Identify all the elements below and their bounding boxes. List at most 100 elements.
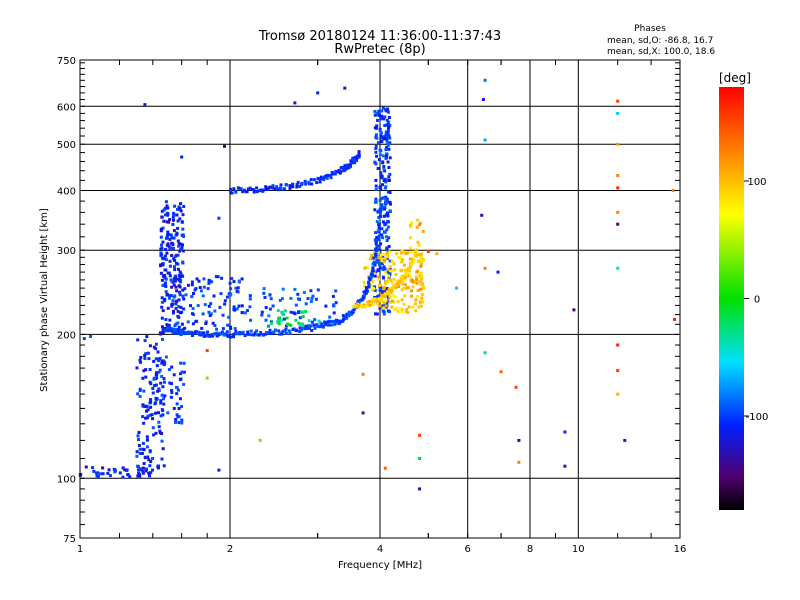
data-point bbox=[162, 362, 166, 366]
data-point bbox=[374, 239, 378, 243]
data-point bbox=[372, 286, 375, 290]
data-point bbox=[170, 389, 174, 392]
data-point bbox=[380, 233, 384, 237]
data-point bbox=[408, 257, 412, 261]
data-point bbox=[268, 185, 272, 189]
data-point bbox=[381, 236, 385, 240]
data-point bbox=[191, 322, 195, 326]
data-point bbox=[419, 262, 423, 266]
data-point bbox=[374, 312, 377, 316]
data-point bbox=[374, 144, 378, 148]
data-point bbox=[385, 302, 389, 306]
data-point bbox=[348, 163, 352, 167]
data-point bbox=[148, 413, 152, 417]
data-point bbox=[308, 326, 311, 330]
data-point bbox=[322, 178, 326, 182]
data-point bbox=[165, 204, 169, 208]
data-point bbox=[174, 329, 178, 333]
data-point bbox=[144, 416, 147, 420]
data-point bbox=[160, 375, 164, 378]
data-point bbox=[300, 322, 304, 326]
data-point bbox=[229, 287, 233, 291]
data-point bbox=[228, 293, 232, 297]
data-point bbox=[344, 167, 348, 171]
data-point bbox=[379, 187, 383, 191]
data-point bbox=[194, 320, 198, 324]
data-point bbox=[175, 261, 178, 265]
data-point bbox=[227, 315, 231, 319]
data-point bbox=[197, 330, 201, 334]
data-point bbox=[207, 304, 211, 308]
data-point bbox=[268, 307, 272, 311]
data-point bbox=[386, 110, 390, 114]
x-tick-label: 2 bbox=[227, 544, 233, 555]
data-point bbox=[160, 262, 164, 266]
data-point bbox=[264, 185, 268, 189]
data-point bbox=[228, 281, 232, 285]
data-point bbox=[164, 355, 168, 359]
data-point bbox=[383, 115, 387, 119]
data-point bbox=[330, 172, 334, 176]
data-point bbox=[154, 373, 158, 377]
data-point bbox=[416, 288, 420, 292]
data-point bbox=[374, 197, 378, 201]
data-point bbox=[145, 445, 149, 449]
data-point bbox=[232, 305, 236, 309]
data-point bbox=[177, 407, 181, 410]
data-point bbox=[377, 277, 381, 281]
data-point bbox=[405, 308, 409, 311]
data-point bbox=[269, 297, 273, 301]
data-point bbox=[237, 279, 241, 283]
data-point bbox=[390, 286, 394, 290]
data-point bbox=[172, 328, 176, 332]
data-point bbox=[261, 188, 265, 192]
data-point bbox=[383, 124, 387, 127]
data-point bbox=[149, 471, 153, 475]
data-point bbox=[378, 248, 382, 252]
data-point bbox=[101, 466, 105, 470]
data-point bbox=[170, 279, 174, 283]
data-point bbox=[177, 332, 181, 335]
data-point bbox=[407, 269, 411, 273]
data-point bbox=[128, 475, 132, 479]
data-point bbox=[306, 297, 310, 300]
data-point bbox=[298, 326, 302, 330]
data-point bbox=[281, 329, 285, 333]
data-point bbox=[239, 187, 243, 191]
data-point bbox=[382, 137, 386, 141]
data-point bbox=[388, 191, 392, 194]
data-point bbox=[384, 235, 388, 239]
data-point bbox=[145, 435, 149, 439]
data-point bbox=[157, 411, 160, 415]
data-point bbox=[169, 294, 173, 298]
colorbar-tick-label: 0 bbox=[754, 295, 760, 306]
data-point bbox=[160, 305, 164, 309]
data-point bbox=[377, 294, 381, 298]
data-point bbox=[279, 186, 282, 190]
data-point bbox=[177, 421, 181, 425]
y-tick-label: 500 bbox=[57, 140, 76, 151]
data-point bbox=[336, 170, 339, 173]
data-point bbox=[671, 189, 675, 192]
data-point bbox=[402, 276, 406, 280]
data-point bbox=[401, 282, 405, 286]
data-point bbox=[372, 298, 375, 301]
data-point bbox=[222, 333, 226, 337]
data-point bbox=[126, 473, 130, 477]
data-point bbox=[166, 411, 170, 415]
data-point bbox=[158, 429, 162, 433]
data-point bbox=[303, 327, 307, 331]
data-point bbox=[173, 259, 177, 262]
data-point bbox=[260, 310, 264, 314]
data-point bbox=[163, 327, 167, 330]
data-point bbox=[164, 258, 168, 262]
data-point bbox=[138, 451, 142, 455]
data-point bbox=[365, 266, 369, 269]
data-point bbox=[386, 129, 390, 133]
data-point bbox=[402, 274, 406, 278]
data-point bbox=[276, 309, 280, 313]
data-point bbox=[419, 254, 423, 258]
data-point bbox=[302, 291, 306, 294]
data-point bbox=[175, 392, 179, 396]
data-point bbox=[384, 279, 388, 283]
